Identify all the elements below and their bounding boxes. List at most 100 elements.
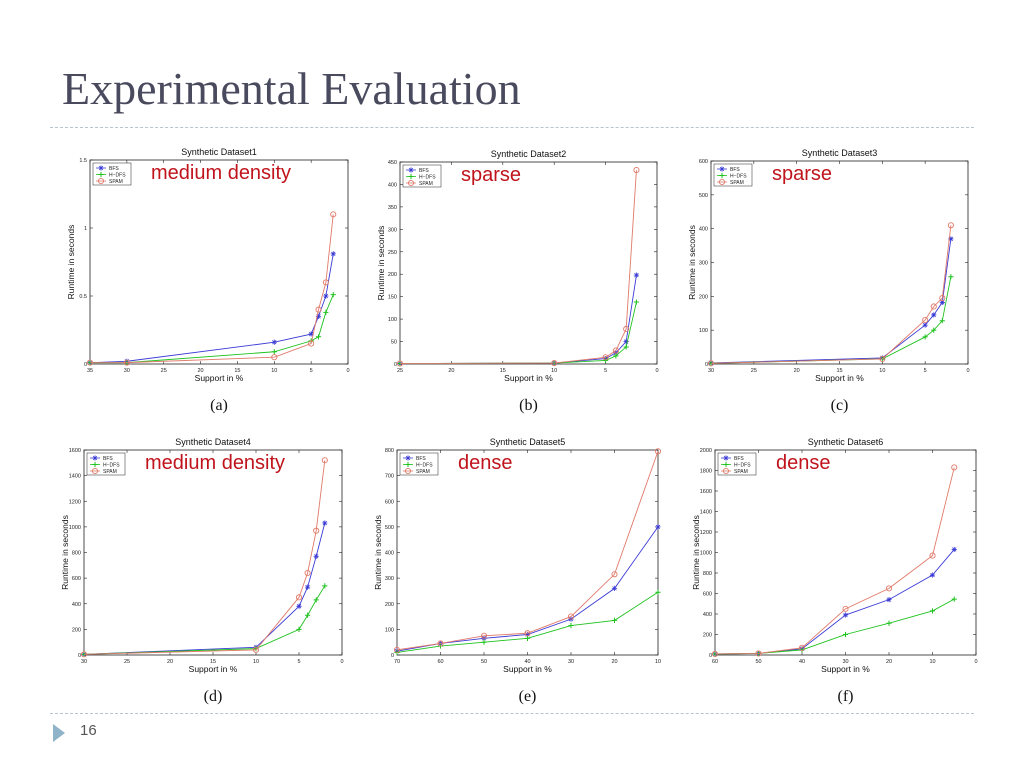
y-tick-label: 800 (72, 551, 81, 557)
x-tick-label: 40 (799, 659, 805, 665)
y-tick-label: 500 (699, 193, 708, 199)
data-point (296, 603, 302, 609)
chart-title: Synthetic Dataset4 (175, 437, 251, 447)
x-axis-label: Support in % (504, 373, 553, 383)
legend-label: SPAM (416, 469, 430, 475)
data-point (313, 527, 320, 534)
data-point (80, 651, 88, 658)
data-point (524, 630, 531, 637)
legend-marker (723, 461, 729, 468)
chart-title: Synthetic Dataset3 (802, 148, 878, 158)
chart-panel-1: Synthetic Dataset1 35 30 25 20 15 10 5 0 0 0.5 1 1.5… (66, 147, 350, 414)
density-annotation: dense (776, 452, 831, 474)
data-point (321, 457, 328, 464)
data-point (623, 344, 629, 350)
x-tick-label: 5 (604, 368, 607, 374)
data-point (655, 524, 661, 530)
data-point (654, 448, 662, 455)
x-tick-label: 10 (929, 659, 935, 665)
y-tick-label: 1800 (700, 469, 712, 475)
x-tick-label: 30 (568, 659, 574, 665)
data-point (886, 620, 892, 626)
density-annotation: sparse (772, 163, 832, 185)
data-point (393, 646, 401, 653)
y-tick-label: 600 (703, 592, 712, 598)
panel-caption: (e) (519, 688, 537, 705)
x-tick-label: 15 (234, 368, 240, 374)
footer-divider (50, 713, 974, 714)
y-tick-label: 400 (385, 551, 394, 557)
x-tick-label: 50 (755, 659, 761, 665)
data-point (929, 552, 936, 559)
data-point (951, 546, 957, 553)
data-point (633, 167, 640, 174)
y-tick-label: 1000 (700, 551, 712, 557)
data-point (524, 631, 531, 638)
x-tick-label: 15 (836, 368, 842, 374)
y-tick-label: 1600 (69, 448, 81, 454)
x-tick-label: 20 (794, 368, 800, 374)
y-tick-label: 800 (385, 448, 394, 454)
y-tick-label: 700 (385, 474, 394, 480)
y-tick-label: 50 (391, 340, 397, 346)
density-annotation: sparse (461, 164, 521, 186)
x-tick-label: 25 (124, 659, 130, 665)
density-annotation: dense (458, 452, 513, 474)
data-point (611, 617, 618, 624)
x-axis-label: Support in % (503, 664, 552, 674)
panel-caption: (f) (838, 688, 854, 705)
legend-marker (405, 461, 411, 468)
data-point (842, 631, 849, 638)
series-line-spam (399, 170, 637, 365)
chart-title: Synthetic Dataset1 (181, 147, 257, 157)
y-tick-label: 200 (699, 294, 708, 300)
series-line-spam (714, 467, 955, 655)
plot-frame (89, 159, 349, 365)
y-tick-label: 1.5 (79, 158, 87, 164)
y-tick-label: 400 (703, 612, 712, 618)
legend-marker (404, 467, 412, 475)
legend-marker (91, 467, 99, 475)
x-tick-label: 10 (253, 659, 259, 665)
legend-label: BFS (109, 166, 119, 172)
x-tick-label: 15 (210, 659, 216, 665)
legend-label: H−DFS (103, 463, 120, 469)
y-axis-label: Runtime in seconds (60, 515, 70, 590)
data-point (929, 572, 936, 578)
x-tick-label: 30 (708, 368, 714, 374)
legend-label: SPAM (419, 181, 433, 187)
legend-box (399, 452, 439, 476)
data-point (313, 553, 319, 559)
x-tick-label: 5 (924, 368, 927, 374)
data-point (611, 585, 618, 591)
y-tick-label: 200 (385, 602, 394, 608)
y-tick-label: 400 (388, 182, 397, 188)
data-point (613, 353, 619, 359)
legend-marker (408, 167, 414, 173)
y-tick-label: 300 (385, 576, 394, 582)
footer-arrow-icon (53, 724, 65, 742)
y-tick-label: 0 (705, 362, 708, 368)
slide-number: 16 (80, 722, 97, 739)
x-tick-label: 10 (879, 368, 885, 374)
legend-label: H−DFS (109, 173, 126, 179)
x-axis-label: Support in % (189, 664, 238, 674)
data-point (315, 313, 322, 319)
legend-label: BFS (734, 456, 744, 462)
legend-label: H−DFS (419, 175, 436, 181)
legend-marker (407, 179, 415, 187)
x-axis-label: Support in % (815, 373, 864, 383)
series-line-bfs (83, 522, 326, 655)
y-tick-label: 450 (388, 160, 397, 166)
data-point (330, 251, 336, 257)
y-tick-label: 0 (84, 362, 87, 368)
x-tick-label: 20 (198, 368, 204, 374)
y-tick-label: 600 (385, 499, 394, 505)
data-point (603, 357, 609, 364)
data-point (322, 279, 329, 286)
data-point (330, 211, 337, 218)
x-tick-label: 20 (611, 659, 617, 665)
y-tick-label: 1400 (700, 510, 712, 516)
